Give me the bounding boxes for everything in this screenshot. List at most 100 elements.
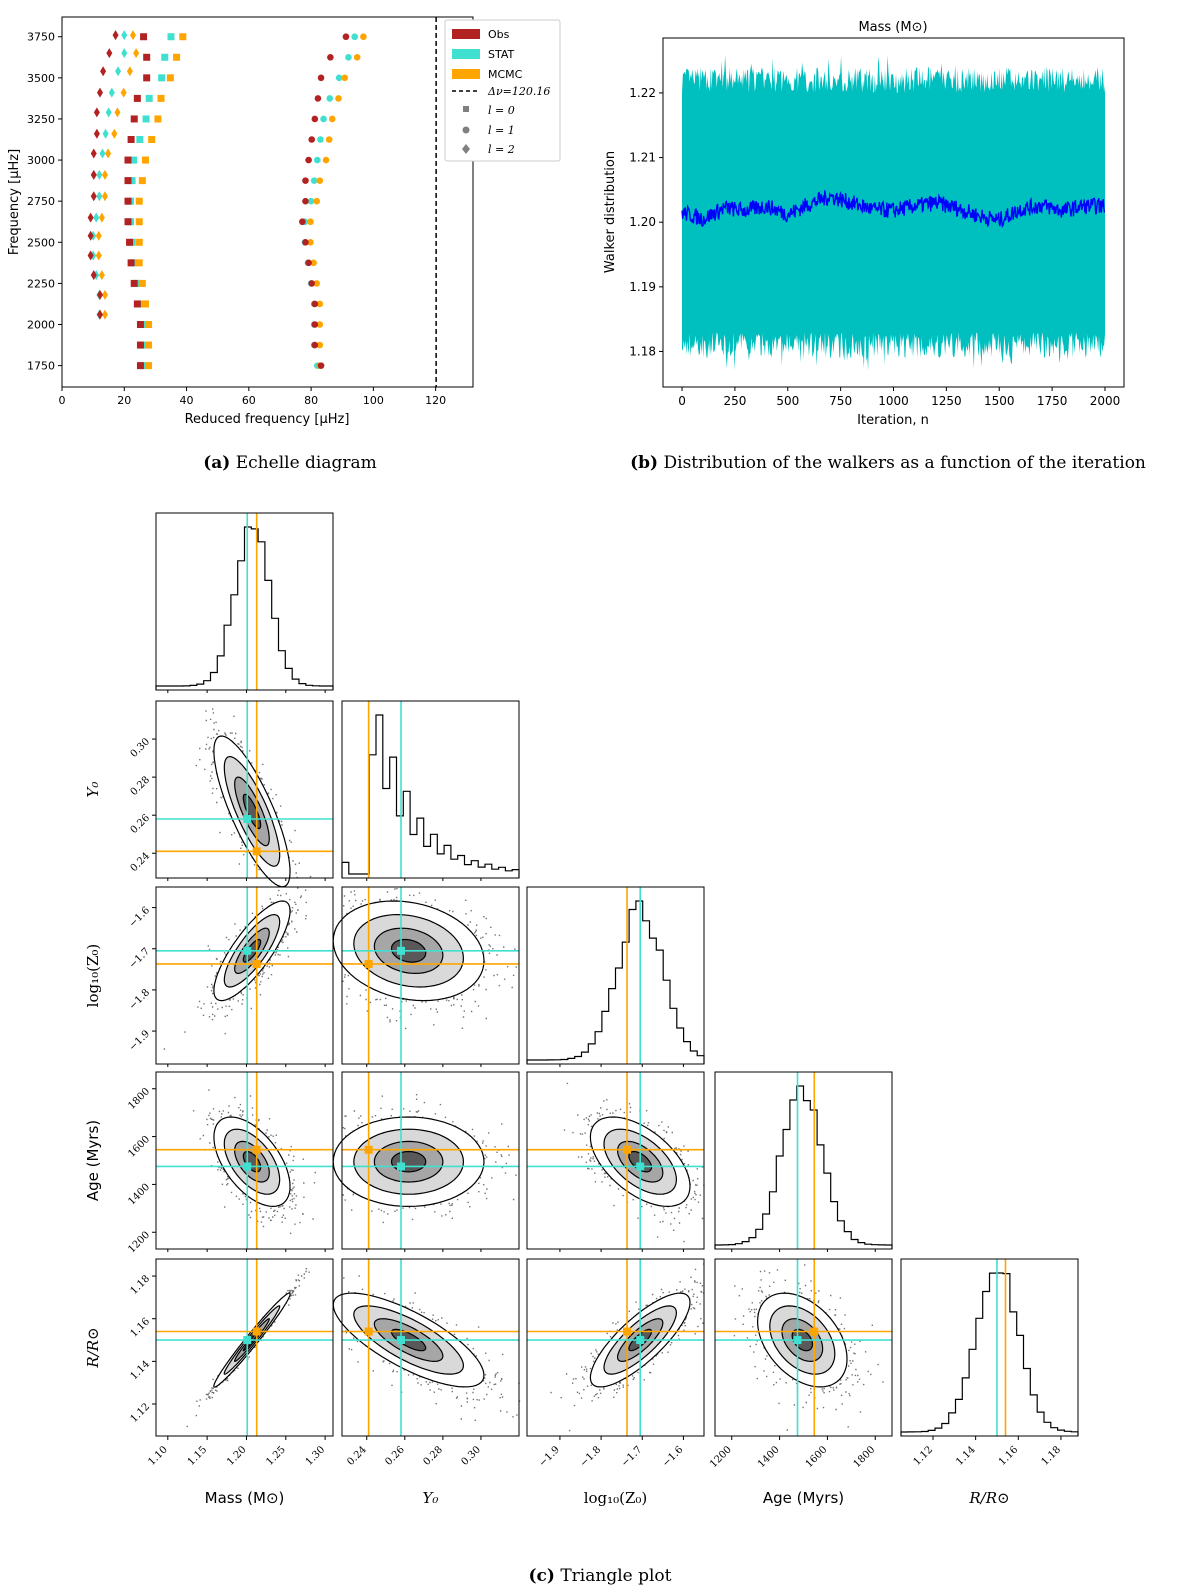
stat-point [397,1162,405,1171]
l0-obs-marker [140,33,148,41]
corner-cell-frame [900,1258,1079,1437]
echelle-diagram-panel: 0 20 40 60 80 100 120 1750 2000 2250 2500 2750 3000 3… [7,16,561,473]
corner-y-axis-label-logz: log₁₀(Z₀) [84,944,102,1008]
legend-marker-l1 [462,126,470,134]
l2-obs-marker [96,87,103,98]
l2-mcmc-marker [101,309,108,320]
l1-stat-marker [320,115,327,123]
echelle-x-tick-label: 60 [242,394,256,407]
corner-cell-age-mass: 1200 1400 1600 1800 [126,1071,334,1255]
corner-x-tick-label: 1.25 [264,1444,288,1468]
corner-cell-y0-y0 [341,700,520,881]
corner-x-tick-label: 1.16 [997,1444,1021,1468]
l1-mcmc-marker [316,341,324,349]
corner-cell-frame [155,700,334,879]
echelle-x-tick-label: 20 [117,394,131,407]
l2-stat-marker [121,48,128,59]
l1-stat-marker [317,136,324,143]
legend-label-mcmc: MCMC [488,68,523,81]
l2-stat-marker [121,30,128,41]
corner-x-axis-label-radius: R/R⊙ [968,1489,1009,1507]
corner-cell-frame [155,886,334,1065]
corner-cell-logz-logz [526,886,705,1067]
l1-stat-marker [335,74,343,82]
corner-x-axis-label-mass: Mass (M⊙) [205,1489,285,1507]
l2-obs-marker [90,169,97,180]
corner-x-tick-label: 1.15 [186,1444,210,1468]
corner-cell-frame [155,1258,334,1437]
l2-stat-marker [93,212,100,223]
caption-c-tag: (c) [528,1566,554,1586]
stat-point [793,1336,802,1345]
mcmc-point [252,1145,261,1154]
caption-c-text: Triangle plot [560,1566,671,1586]
histogram-logz [526,900,705,1064]
walker-axes: 0 250 500 750 1000 1250 1500 1750 2000 1.18 1.19 1.… [629,86,1120,408]
l2-stat-marker [102,128,109,139]
l0-obs-marker [130,115,138,123]
l0-mcmc-marker [141,156,149,164]
stat-point [243,1336,252,1345]
l1-mcmc-marker [310,259,317,267]
walker-x-tick-label: 1500 [984,394,1015,408]
l1-mcmc-marker [307,218,314,226]
caption-b-tag: (b) [630,453,658,473]
corner-x-tick-label: 1800 [852,1444,878,1470]
corner-y-tick-label: 1400 [126,1182,152,1208]
legend-label-stat: STAT [488,48,515,61]
corner-cell-radius-age: 1200 1400 1600 1800 [708,1258,893,1470]
mcmc-point [623,1327,632,1336]
legend-label-obs: Obs [488,28,510,41]
l2-mcmc-marker [98,270,105,281]
corner-cell-frame [714,1071,893,1250]
l0-mcmc-marker [148,136,156,144]
l0-obs-marker [126,238,134,246]
echelle-marks [87,17,437,387]
corner-y-tick-label: 0.30 [129,736,153,760]
corner-y-tick-label: 1.14 [129,1359,153,1383]
corner-cell-frame [714,1258,893,1437]
stat-point [636,1336,645,1345]
l2-obs-marker [93,128,100,139]
l1-mcmc-marker [307,238,314,246]
l1-mcmc-marker [313,280,321,287]
l1-mcmc-marker [313,197,321,205]
corner-y-tick-label: 1.16 [129,1316,153,1340]
l0-obs-marker [133,94,141,102]
legend-label-l1: l = 1 [488,124,515,137]
corner-x-tick-label: 0.24 [345,1444,369,1468]
walker-distribution-panel: 0 250 500 750 1000 1250 1500 1750 2000 1.18 1.19 1.… [603,20,1146,473]
walker-x-tick-label: 500 [776,394,799,408]
mcmc-point [252,847,261,856]
corner-y-tick-label: 0.26 [129,813,153,837]
l0-mcmc-marker [135,218,143,226]
l2-obs-marker [90,191,97,202]
echelle-y-tick-label: 2750 [27,195,55,208]
corner-y-axis-label-age: Age (Myrs) [84,1120,102,1201]
corner-y-tick-label: 0.28 [129,774,153,798]
l1-obs-marker [311,321,319,328]
stat-point [243,1162,252,1171]
corner-x-tick-label: 1.18 [1040,1444,1064,1468]
l1-mcmc-marker [316,177,324,184]
l1-mcmc-marker [341,74,349,82]
l2-mcmc-marker [111,128,118,139]
corner-y-axis-label-y0: Y₀ [84,782,102,798]
l1-stat-marker [326,95,334,102]
l0-mcmc-marker [145,362,153,370]
l0-obs-marker [124,197,132,205]
mcmc-point [364,1145,373,1154]
l0-stat-marker [161,53,169,61]
histogram-mass [155,526,334,690]
echelle-y-tick-label: 2500 [27,236,55,249]
walker-y-tick-label: 1.20 [629,215,656,229]
l1-mcmc-marker [325,136,333,143]
corner-cell-frame [526,1071,705,1250]
mcmc-point [364,959,373,968]
l1-obs-marker [327,53,334,61]
walker-y-tick-label: 1.19 [629,280,656,294]
walker-y-tick-label: 1.21 [629,151,656,165]
l0-mcmc-marker [138,279,146,287]
histogram-radius [900,1272,1079,1436]
corner-cell-radius-y0: 0.24 0.26 0.28 0.30 [332,1258,521,1468]
